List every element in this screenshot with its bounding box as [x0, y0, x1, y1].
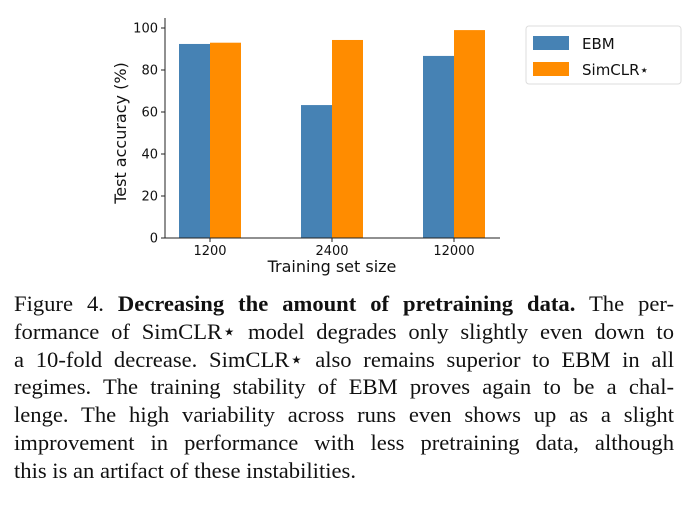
x-axis-label: Training set size — [267, 257, 397, 276]
bar-ebm-1200 — [179, 43, 210, 239]
x-tick-label: 1200 — [193, 244, 226, 259]
bar-chart: 0 20 40 60 80 100 1200 2400 12000 Training set … — [111, 18, 682, 276]
y-tick-label: 80 — [141, 64, 158, 79]
bar-simclr-2400 — [332, 39, 363, 238]
legend: EBM SimCLR⋆ — [525, 25, 682, 85]
y-tick-label: 100 — [133, 22, 158, 37]
x-tick-label: 12000 — [433, 244, 474, 259]
legend-swatch-simclr — [533, 62, 569, 76]
bar-ebm-2400 — [301, 105, 332, 238]
caption-line: improvement in performance with less pre… — [14, 429, 674, 455]
caption-label: Figure 4. — [14, 291, 104, 316]
x-tick-label: 2400 — [315, 244, 348, 259]
y-ticks: 0 20 40 60 80 100 — [133, 22, 165, 247]
caption-line: lenge. The high variability across runs … — [14, 402, 674, 428]
y-tick-label: 20 — [141, 190, 158, 205]
legend-label-ebm: EBM — [582, 35, 615, 53]
caption-line: a 10-fold decrease. SimCLR⋆ also remains… — [14, 346, 674, 372]
caption-line: Figure 4. Decreasing the amount of pretr… — [14, 290, 674, 318]
y-tick-label: 0 — [150, 232, 158, 247]
bar-simclr-1200 — [210, 42, 241, 239]
bars-group — [179, 30, 485, 239]
caption-line: formance of SimCLR⋆ model degrades only … — [14, 318, 674, 344]
bar-simclr-12000 — [454, 30, 485, 238]
caption-text: The per- — [588, 291, 674, 316]
y-tick-label: 60 — [141, 106, 158, 121]
y-tick-label: 40 — [141, 148, 158, 163]
caption-line: regimes. The training stability of EBM p… — [14, 374, 674, 400]
caption-line: this is an artifact of these instabiliti… — [14, 457, 356, 483]
figure-caption: Figure 4. Decreasing the amount of pretr… — [14, 290, 674, 485]
bar-ebm-12000 — [423, 55, 454, 239]
caption-bold-title: Decreasing the amount of pretraining dat… — [117, 291, 576, 316]
y-axis-label: Test accuracy (%) — [111, 62, 130, 205]
x-ticks: 1200 2400 12000 — [193, 238, 475, 259]
legend-label-simclr: SimCLR⋆ — [582, 61, 649, 79]
legend-swatch-ebm — [533, 36, 569, 50]
